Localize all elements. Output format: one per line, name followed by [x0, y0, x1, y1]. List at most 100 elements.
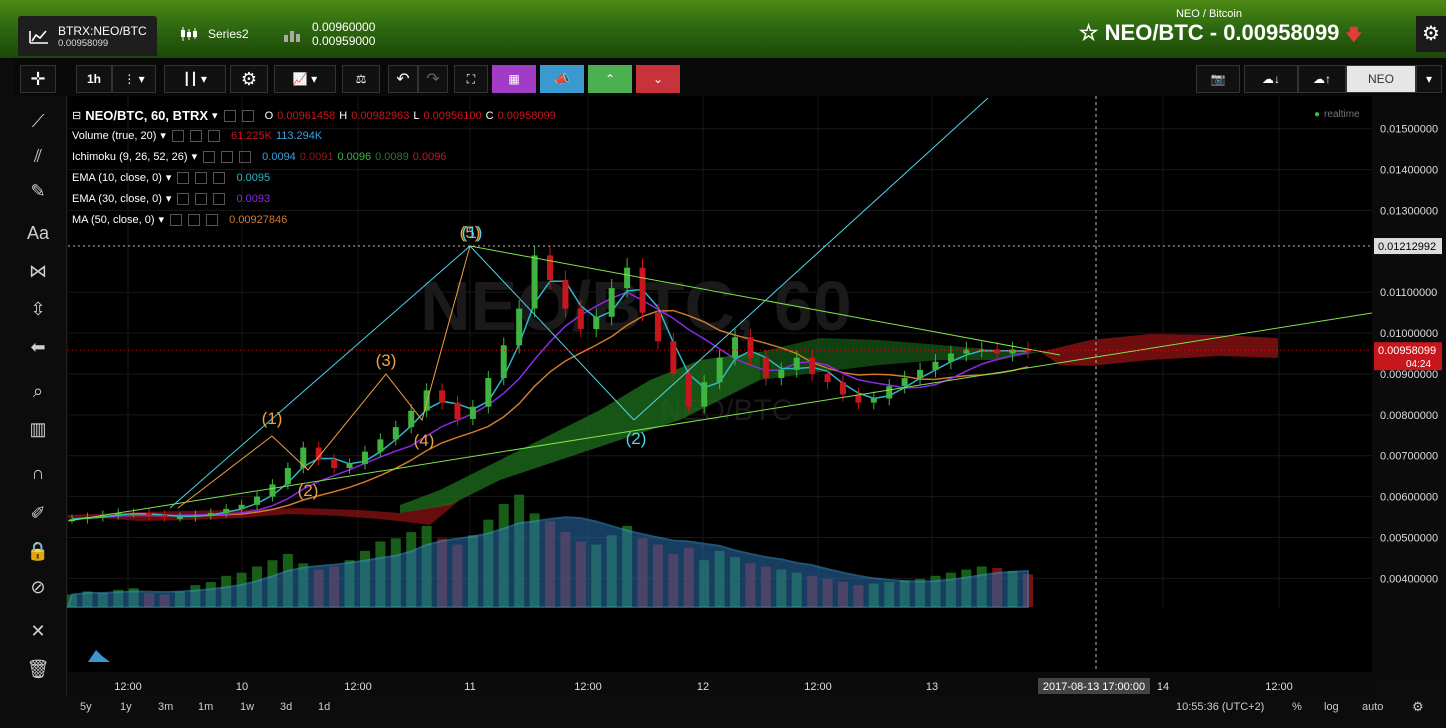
range-5y[interactable]: 5y [80, 701, 92, 713]
symbol-subtitle: NEO / Bitcoin [1175, 8, 1242, 20]
tab-label: BTRX:NEO/BTC [58, 23, 147, 38]
line-tool[interactable]: ⟋ [18, 106, 58, 136]
undo-icon: ↶ [396, 71, 410, 88]
legend-ma50: MA (50, close, 0) ▾ 0.00927846 [72, 213, 288, 226]
chart-type-dropdown[interactable]: ┃┃ ▾ [164, 65, 226, 93]
y-tick-label: 0.01100000 [1380, 287, 1437, 299]
symbol-select[interactable]: NEO [1346, 65, 1416, 93]
tools-settings[interactable]: ✕ [18, 616, 58, 646]
candle-body [932, 361, 939, 370]
symbol-select-dropdown[interactable]: ▾ [1416, 65, 1442, 93]
legend-volume: Volume (true, 20) ▾ 61.225K 113.294K [72, 129, 323, 142]
candle-body [439, 390, 446, 403]
interval-dropdown[interactable]: ⋮ ▾ [112, 65, 156, 93]
redo-icon: ↷ [426, 71, 440, 88]
countdown-label: 04:24 [1406, 359, 1431, 370]
symbol-header: NEO / Bitcoin ☆ NEO/BTC - 0.00958099 🡇 [1079, 8, 1362, 51]
candle-body [839, 382, 846, 395]
y-tick-label: 0.00700000 [1380, 451, 1438, 463]
y-tick-label: 0.00800000 [1380, 410, 1438, 422]
range-3m[interactable]: 3m [158, 701, 174, 713]
snapshot-button[interactable]: 📷 [1196, 65, 1240, 93]
y-tick-label: 0.00600000 [1380, 492, 1438, 504]
candle-body [577, 308, 584, 330]
ruler-tool[interactable]: ▥ [18, 414, 58, 444]
scroll-up-button[interactable]: ⌃ [588, 65, 632, 93]
indicators-dropdown[interactable]: 📈 ▾ [274, 65, 336, 93]
candles-icon: ┃┃ [183, 72, 198, 86]
candle-body [963, 349, 970, 354]
lock-tool[interactable]: 🔒 [18, 536, 58, 566]
scale-settings-icon[interactable]: ⚙ [1412, 699, 1424, 714]
percent-toggle[interactable]: % [1292, 701, 1302, 713]
tab-price-levels[interactable]: 0.00960000 0.00959000 [282, 14, 375, 54]
back-tool[interactable]: ⬅ [18, 332, 58, 362]
realtime-indicator: ● realtime [1314, 109, 1360, 120]
volume-ma-area [66, 516, 1029, 608]
range-1d[interactable]: 1d [318, 701, 331, 713]
tab-label: Series2 [208, 27, 249, 41]
zoom-tool[interactable]: ⌕ [18, 376, 58, 406]
tools-icon: ✕ [30, 620, 46, 641]
tab-price: 0.00958099 [58, 37, 109, 49]
magnet-icon: ∩ [31, 462, 45, 483]
draw-mode-tool[interactable]: ✐ [18, 498, 58, 528]
measure-tool[interactable]: ⇳ [18, 294, 58, 324]
text-tool[interactable]: Aa [18, 218, 58, 248]
wave-line [633, 97, 989, 421]
delete-tool[interactable]: 🗑 [18, 654, 58, 684]
undo-button[interactable]: ↶ [388, 65, 418, 93]
auto-toggle[interactable]: auto [1362, 701, 1384, 713]
redo-button[interactable]: ↷ [418, 65, 448, 93]
candle-body [500, 345, 507, 379]
pattern-tool[interactable]: ⋈ [18, 256, 58, 286]
text-icon: Aa [26, 222, 50, 243]
legend-h-label: H [339, 109, 348, 122]
log-toggle[interactable]: log [1324, 701, 1339, 713]
bottom-bar: 5y 1y 3m 1m 1w 3d 1d 10:55:36 (UTC+2) % … [66, 696, 1446, 728]
tab-sub: 0.00959000 [312, 34, 376, 48]
tab-btrx-neo-btc[interactable]: BTRX:NEO/BTC 0.00958099 [18, 16, 157, 56]
x-tick-label: 12 [697, 681, 709, 693]
cube-button[interactable]: ▦ [492, 65, 536, 93]
hide-tool[interactable]: ⊘ [18, 572, 58, 602]
tab-series2[interactable]: Series2 [178, 14, 249, 54]
fullscreen-button[interactable]: ⛶ [454, 65, 488, 93]
settings-gear-icon[interactable]: ⚙ [1416, 16, 1446, 52]
interval-button[interactable]: 1h [76, 65, 112, 93]
scroll-down-button[interactable]: ⌄ [636, 65, 680, 93]
candle-body [346, 463, 353, 469]
cloud-download-button[interactable]: ☁↓ [1244, 65, 1298, 93]
star-icon[interactable]: ☆ [1078, 20, 1099, 45]
candle-body [254, 496, 261, 505]
crosshair-cursor-button[interactable]: ✛ [20, 65, 56, 93]
range-1y[interactable]: 1y [120, 701, 132, 713]
brush-tool[interactable]: ✎ [18, 176, 58, 206]
collapse-icon[interactable]: ⊟ [72, 110, 82, 122]
legend-volume-label: Volume (true, 20) [72, 129, 157, 142]
top-bar: BTRX:NEO/BTC 0.00958099 Series2 0.0096000… [0, 0, 1446, 58]
tab-label: 0.00960000 [312, 20, 376, 34]
brand-cloud-icon [88, 650, 110, 662]
trend-line-icon: ⟋ [31, 110, 45, 131]
arrow-down-icon: 🡇 [1345, 27, 1362, 44]
candle-body [917, 369, 924, 379]
range-1w[interactable]: 1w [240, 701, 255, 713]
legend-low: 0.00956100 [423, 109, 482, 122]
cube-icon: ▦ [508, 72, 520, 86]
candle-body [901, 378, 908, 387]
magnet-tool[interactable]: ∩ [18, 458, 58, 488]
range-3d[interactable]: 3d [280, 701, 293, 713]
announce-button[interactable]: 📣 [540, 65, 584, 93]
fib-tool[interactable]: ⫽ [18, 141, 58, 171]
legend-main-label: NEO/BTC, 60, BTRX [85, 108, 209, 123]
candle-body [115, 512, 122, 516]
pattern-icon: ⋈ [29, 260, 47, 281]
y-tick-label: 0.01500000 [1380, 124, 1438, 136]
cloud-upload-button[interactable]: ☁↑ [1298, 65, 1346, 93]
range-1m[interactable]: 1m [198, 701, 214, 713]
trendline-lower [67, 312, 1373, 522]
compare-button[interactable]: ⚖ [342, 65, 380, 93]
chart-settings-button[interactable]: ⚙ [230, 65, 268, 93]
